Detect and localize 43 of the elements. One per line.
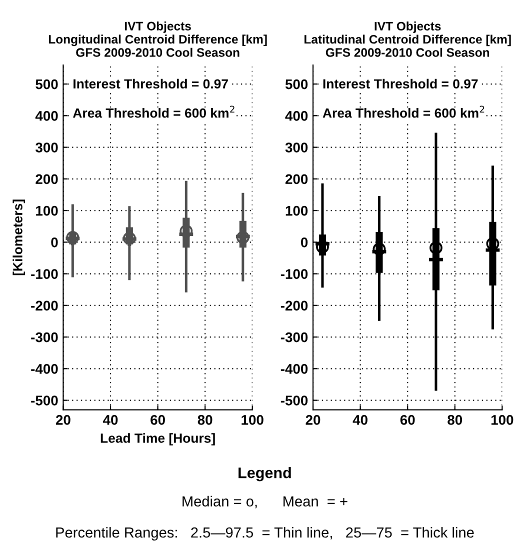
y-tick-label: -500 — [280, 396, 308, 406]
x-tick-label: 40 — [352, 415, 368, 425]
y-tick-label: -400 — [280, 364, 308, 374]
y-axis-title: [Kilometers] — [12, 200, 26, 276]
y-tick-label: 100 — [286, 206, 308, 216]
y-tick-label: 0 — [300, 237, 308, 248]
y-tick-label: 400 — [285, 110, 308, 121]
annotation: Interest Threshold = 0.97 — [74, 78, 228, 89]
x-tick-label: 20 — [306, 415, 320, 425]
y-tick-label: 200 — [285, 174, 308, 184]
text: Legend — [238, 467, 291, 482]
x-tick-label: 100 — [242, 415, 264, 425]
chart-title: IVT Objects Latitudinal Centroid Difference [km] GFS 2009-2010 Cool Season — [304, 22, 511, 57]
x-tick-label: 80 — [198, 415, 212, 425]
x-axis-title: Lead Time [Hours] — [100, 433, 215, 446]
x-tick-label: 60 — [150, 415, 165, 425]
y-tick-label: 300 — [285, 142, 308, 152]
x-tick-label: 20 — [56, 415, 70, 425]
text: Median = o, Mean = + — [182, 496, 348, 508]
annotation: Interest Threshold = 0.97 — [323, 78, 478, 89]
y-tick-label: 300 — [36, 142, 58, 152]
y-tick-label: -300 — [31, 332, 58, 342]
y-tick-label: -200 — [31, 300, 58, 311]
x-tick-label: 100 — [491, 415, 514, 425]
y-tick-label: 200 — [36, 174, 58, 184]
chart-title: IVT Objects Longitudinal Centroid Difference [km] GFS 2009-2010 Cool Season — [48, 21, 267, 57]
x-tick-label: 40 — [102, 415, 118, 425]
y-tick-label: 500 — [285, 79, 308, 90]
y-tick-label: -400 — [31, 364, 58, 374]
text: Percentile Ranges: 2.5—97.5 = Thin line, 25—75 = Thick line — [56, 526, 474, 541]
x-tick-label: 80 — [448, 415, 462, 425]
y-tick-label: -100 — [280, 269, 308, 279]
y-tick-label: -300 — [280, 332, 308, 342]
y-tick-label: -500 — [31, 396, 58, 406]
y-tick-label: -200 — [280, 300, 308, 311]
y-tick-label: 0 — [51, 237, 58, 248]
y-tick-label: 100 — [36, 206, 58, 216]
y-tick-label: -100 — [31, 269, 58, 279]
annotation: Area Threshold = 600 km$^{2}$ — [73, 106, 234, 118]
x-tick-label: 60 — [400, 415, 415, 425]
annotation: Area Threshold = 600 km$^{2}$ — [322, 106, 484, 118]
y-tick-label: 500 — [36, 79, 58, 90]
y-tick-label: 400 — [35, 110, 58, 121]
